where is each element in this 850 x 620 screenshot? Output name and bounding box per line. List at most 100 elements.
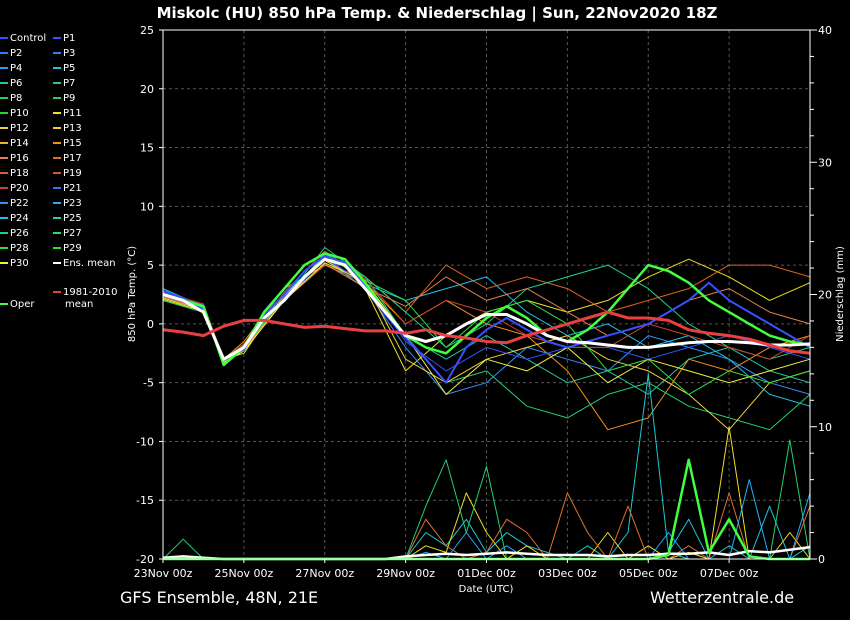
legend-swatch <box>53 52 61 54</box>
legend-label: P22 <box>10 198 29 209</box>
legend-label: P1 <box>63 33 76 44</box>
series-line <box>162 257 811 361</box>
legend-label: P6 <box>10 78 23 89</box>
legend-label: Control <box>10 33 47 44</box>
legend-label: P17 <box>63 153 82 164</box>
legend-item: P30 <box>0 258 29 270</box>
series-line <box>163 492 811 560</box>
series-line <box>162 252 811 367</box>
legend-label: P19 <box>63 168 82 179</box>
legend-item: P27 <box>53 228 82 240</box>
legend-swatch <box>0 52 8 54</box>
legend-item: P24 <box>0 213 29 225</box>
legend-swatch <box>53 97 61 99</box>
legend-swatch <box>0 262 8 264</box>
legend-item: P16 <box>0 153 29 165</box>
legend-swatch <box>0 157 8 159</box>
legend-swatch <box>53 247 61 249</box>
y-tick-label: 10 <box>140 200 154 213</box>
legend-label: P4 <box>10 63 23 74</box>
x-tick-label: 23Nov 00z <box>134 567 193 580</box>
x-tick-label: 07Dec 00z <box>700 567 759 580</box>
legend-label: 1981-2010 <box>63 287 118 298</box>
legend-item: P7 <box>53 78 75 90</box>
chart-title: Miskolc (HU) 850 hPa Temp. & Niederschla… <box>157 4 718 23</box>
legend-swatch <box>0 217 8 219</box>
legend-label: P27 <box>63 228 82 239</box>
x-tick-label: 27Nov 00z <box>295 567 354 580</box>
y2-axis-label: Niederschlag (mm) <box>835 246 846 342</box>
series-line <box>162 310 811 355</box>
legend-label: P25 <box>63 213 82 224</box>
legend-label: P10 <box>10 108 29 119</box>
y-axis-label: 850 hPa Temp. (°C) <box>127 246 138 342</box>
x-tick-label: 01Dec 00z <box>457 567 516 580</box>
legend-swatch <box>0 67 8 69</box>
legend-label: P3 <box>63 48 76 59</box>
y-tick-label: -20 <box>136 553 154 566</box>
legend-swatch <box>0 112 8 114</box>
legend-label: P8 <box>10 93 23 104</box>
legend-label: P13 <box>63 123 82 134</box>
legend-swatch <box>0 187 8 189</box>
legend-label: mean <box>65 299 94 310</box>
y2-tick-label: 0 <box>818 553 825 566</box>
legend-label: P28 <box>10 243 29 254</box>
legend-swatch <box>53 142 61 144</box>
legend-swatch <box>0 82 8 84</box>
legend-swatch <box>53 67 61 69</box>
y2-tick-label: 30 <box>818 156 832 169</box>
legend-item: P6 <box>0 78 22 90</box>
y-tick-label: -5 <box>143 377 154 390</box>
legend-label: P24 <box>10 213 29 224</box>
legend-item: P17 <box>53 153 82 165</box>
legend-item: P9 <box>53 93 75 105</box>
legend-swatch <box>53 262 61 264</box>
legend-item: P5 <box>53 63 75 75</box>
y2-axis: 0 10 20 30 40 <box>810 24 832 566</box>
legend-swatch <box>53 82 61 84</box>
legend-item: P18 <box>0 168 29 180</box>
series-line <box>162 254 811 384</box>
legend-item: P3 <box>53 48 75 60</box>
legend-item: Control <box>0 33 46 45</box>
legend-label: P29 <box>63 243 82 254</box>
legend-item: P1 <box>53 33 75 45</box>
legend-label: P7 <box>63 78 76 89</box>
legend-swatch <box>53 187 61 189</box>
legend-item: P21 <box>53 183 82 195</box>
legend-swatch <box>0 127 8 129</box>
legend-swatch <box>53 217 61 219</box>
series-line <box>162 250 811 360</box>
footer-model: GFS Ensemble, 48N, 21E <box>120 588 319 607</box>
legend-swatch <box>53 127 61 129</box>
y2-tick-label: 20 <box>818 289 832 302</box>
legend-label: P30 <box>10 258 29 269</box>
y-tick-label: 25 <box>140 24 154 37</box>
legend-label: P16 <box>10 153 29 164</box>
x-tick-label: 25Nov 00z <box>215 567 274 580</box>
legend-swatch <box>0 202 8 204</box>
legend-item: P25 <box>53 213 82 225</box>
legend-label: P21 <box>63 183 82 194</box>
legend-item: P8 <box>0 93 22 105</box>
legend-item: P4 <box>0 63 22 75</box>
y-axis: -20 -15 -10 -5 0 5 10 15 20 25 <box>136 24 163 566</box>
legend-swatch <box>53 37 61 39</box>
legend-item: P13 <box>53 123 82 135</box>
legend-swatch <box>53 172 61 174</box>
y-tick-label: -15 <box>136 494 154 507</box>
legend-label: P20 <box>10 183 29 194</box>
legend-label: P14 <box>10 138 29 149</box>
legend-label: P5 <box>63 63 76 74</box>
y2-tick-label: 10 <box>818 421 832 434</box>
legend-item: P19 <box>53 168 82 180</box>
legend-item: P29 <box>53 243 82 255</box>
y2-tick-label: 40 <box>818 24 832 37</box>
y-tick-label: 5 <box>147 259 154 272</box>
series-line <box>162 262 811 395</box>
x-axis: 23Nov 00z 25Nov 00z 27Nov 00z 29Nov 00z 01De… <box>134 559 759 580</box>
legend-item: P12 <box>0 123 29 135</box>
legend-label: Oper <box>10 299 35 310</box>
legend-label: P11 <box>63 108 82 119</box>
